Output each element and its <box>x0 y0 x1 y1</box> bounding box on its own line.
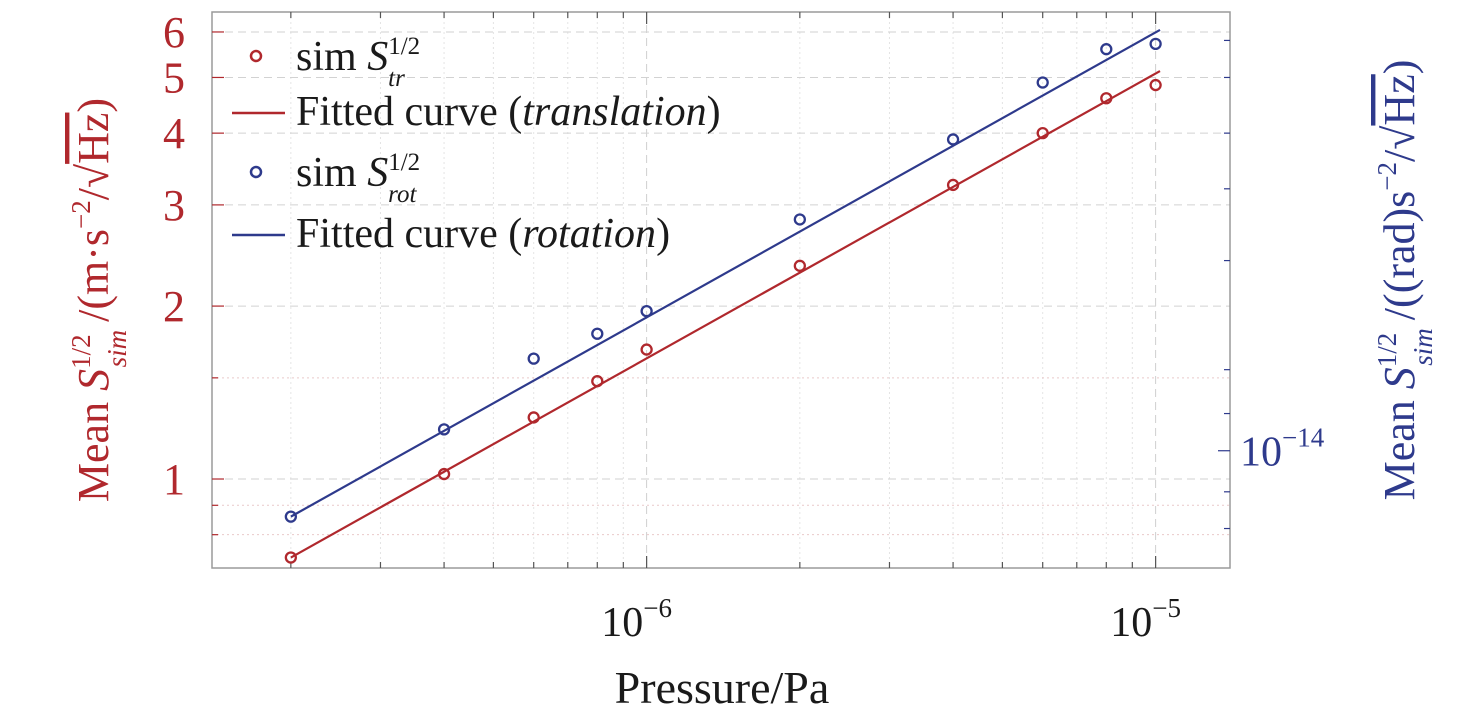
y-left-tick-label: 1 <box>163 455 185 504</box>
y-right-tick-labels: 10−14 <box>1240 423 1325 476</box>
data-point-0 <box>946 178 960 192</box>
sqrt-symbol: √ <box>1375 125 1424 150</box>
y-left-tick-label: 3 <box>163 181 185 230</box>
axis-ticks <box>212 12 1230 568</box>
data-point-0 <box>1036 126 1049 140</box>
fit-line-1 <box>290 70 1161 559</box>
data-point-0 <box>640 343 653 356</box>
grid <box>212 12 1230 568</box>
legend: sim S1/2 tr Fitted curve (translation) si… <box>232 33 721 257</box>
y-right-tick-label: 10−14 <box>1240 423 1325 476</box>
y-axis-right-label: Mean S1/2 sim/((rad)s−2/√Hz) <box>1372 60 1438 501</box>
x-tick-labels: 10−6 10−5 <box>601 593 1181 646</box>
x-tick-label: 10−5 <box>1110 593 1181 646</box>
chart-marks <box>284 28 1162 564</box>
plot-frame <box>211 11 1231 569</box>
x-axis-label: Pressure/Pa <box>615 662 830 713</box>
data-point-2 <box>1149 37 1162 51</box>
data-point-2 <box>591 327 604 340</box>
data-point-2 <box>640 304 653 318</box>
fit-line-3 <box>290 28 1161 518</box>
y-left-tick-label: 2 <box>163 282 185 331</box>
data-point-2 <box>527 352 540 365</box>
sqrt-symbol: √ <box>69 163 118 188</box>
data-point-0 <box>591 375 604 388</box>
y-left-tick-labels: 1 2 3 4 56 <box>163 8 185 504</box>
legend-item-fit-rotation: Fitted curve (rotation) <box>232 211 670 257</box>
data-point-0 <box>1149 78 1162 92</box>
data-point-0 <box>1100 92 1113 105</box>
y-axis-left-label: Mean S1/2 sim/(m·s−2/√Hz) <box>66 98 132 502</box>
legend-item-fit-translation: Fitted curve (translation) <box>232 89 721 135</box>
data-point-0 <box>527 411 540 424</box>
y-left-tick-label: 6 <box>163 8 185 57</box>
data-point-2 <box>1100 43 1113 56</box>
data-point-0 <box>793 259 806 272</box>
legend-item-sim-rot: sim S1/2 rot <box>249 149 420 208</box>
data-point-2 <box>946 133 960 146</box>
data-point-2 <box>1036 76 1049 89</box>
data-point-0 <box>284 551 297 564</box>
legend-item-sim-tr: sim S1/2 tr <box>249 33 420 92</box>
legend-marker-sim-rot <box>249 165 263 179</box>
data-point-0 <box>437 467 451 481</box>
data-point-2 <box>284 510 297 523</box>
y-left-tick-label: 4 <box>163 109 185 158</box>
data-point-2 <box>437 423 451 436</box>
svg-text:Fitted curve (translation): Fitted curve (translation) <box>296 89 721 135</box>
svg-text:sim S1/2tr: sim S1/2 tr <box>296 33 420 92</box>
data-point-2 <box>793 213 806 226</box>
svg-text:Fitted curve (rotation): Fitted curve (rotation) <box>296 211 670 257</box>
legend-marker-sim-tr <box>249 49 263 63</box>
x-tick-label: 10−6 <box>601 593 672 646</box>
y-left-tick-label: 5 <box>163 53 185 102</box>
